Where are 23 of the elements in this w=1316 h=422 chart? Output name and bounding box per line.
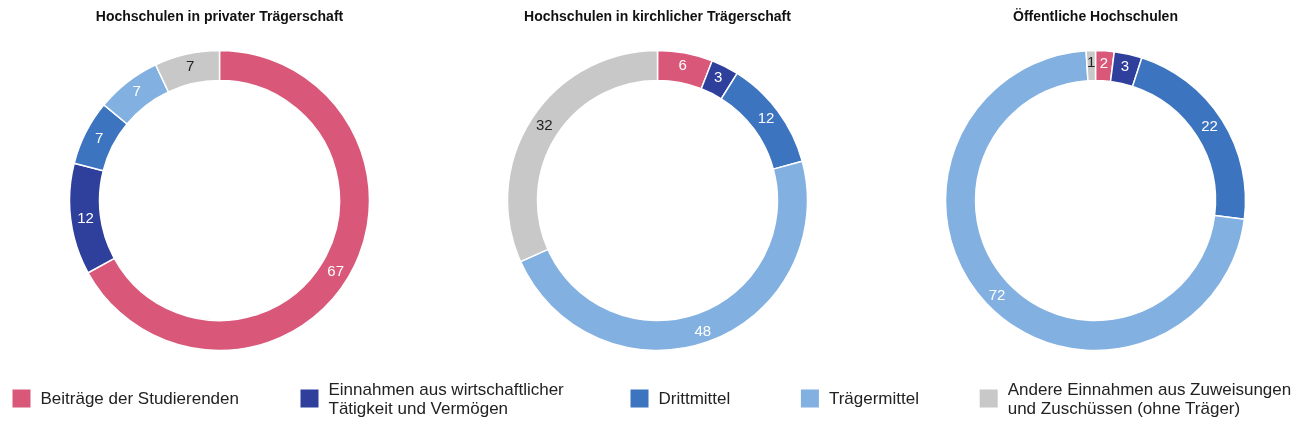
data-label: 72 (988, 286, 1006, 304)
data-label: 2 (1099, 53, 1109, 71)
data-label: 32 (535, 116, 553, 134)
data-label: 12 (757, 109, 775, 127)
chart-title: Öffentliche Hochschulen (1013, 7, 1178, 24)
data-label: 3 (1120, 56, 1130, 74)
data-label: 12 (77, 208, 94, 226)
data-label: 1 (1087, 53, 1096, 71)
data-label: 3 (714, 68, 723, 86)
legend-label: Einnahmen aus wirtschaftlicher Tätigkeit und Vermögen (328, 379, 565, 418)
data-label: 7 (185, 56, 195, 74)
chart-title: Hochschulen in privater Trägerschaft (95, 7, 344, 24)
data-label: 48 (694, 321, 712, 339)
data-label: 6 (678, 55, 687, 73)
data-label: 22 (1201, 117, 1218, 135)
legend-label: Andere Einnahmen aus Zuweisungen und Zuschüssen (ohne Träger) (1007, 379, 1292, 418)
chart-title: Hochschulen in kirchlicher Trägerschaft (524, 7, 792, 24)
data-label: 7 (132, 82, 141, 100)
data-label: 7 (95, 128, 104, 146)
legend-label: Beiträge der Studierenden (40, 389, 239, 408)
legend-label: Trägermittel (828, 389, 919, 408)
data-label: 67 (327, 261, 345, 279)
legend-label: Drittmittel (658, 389, 731, 408)
